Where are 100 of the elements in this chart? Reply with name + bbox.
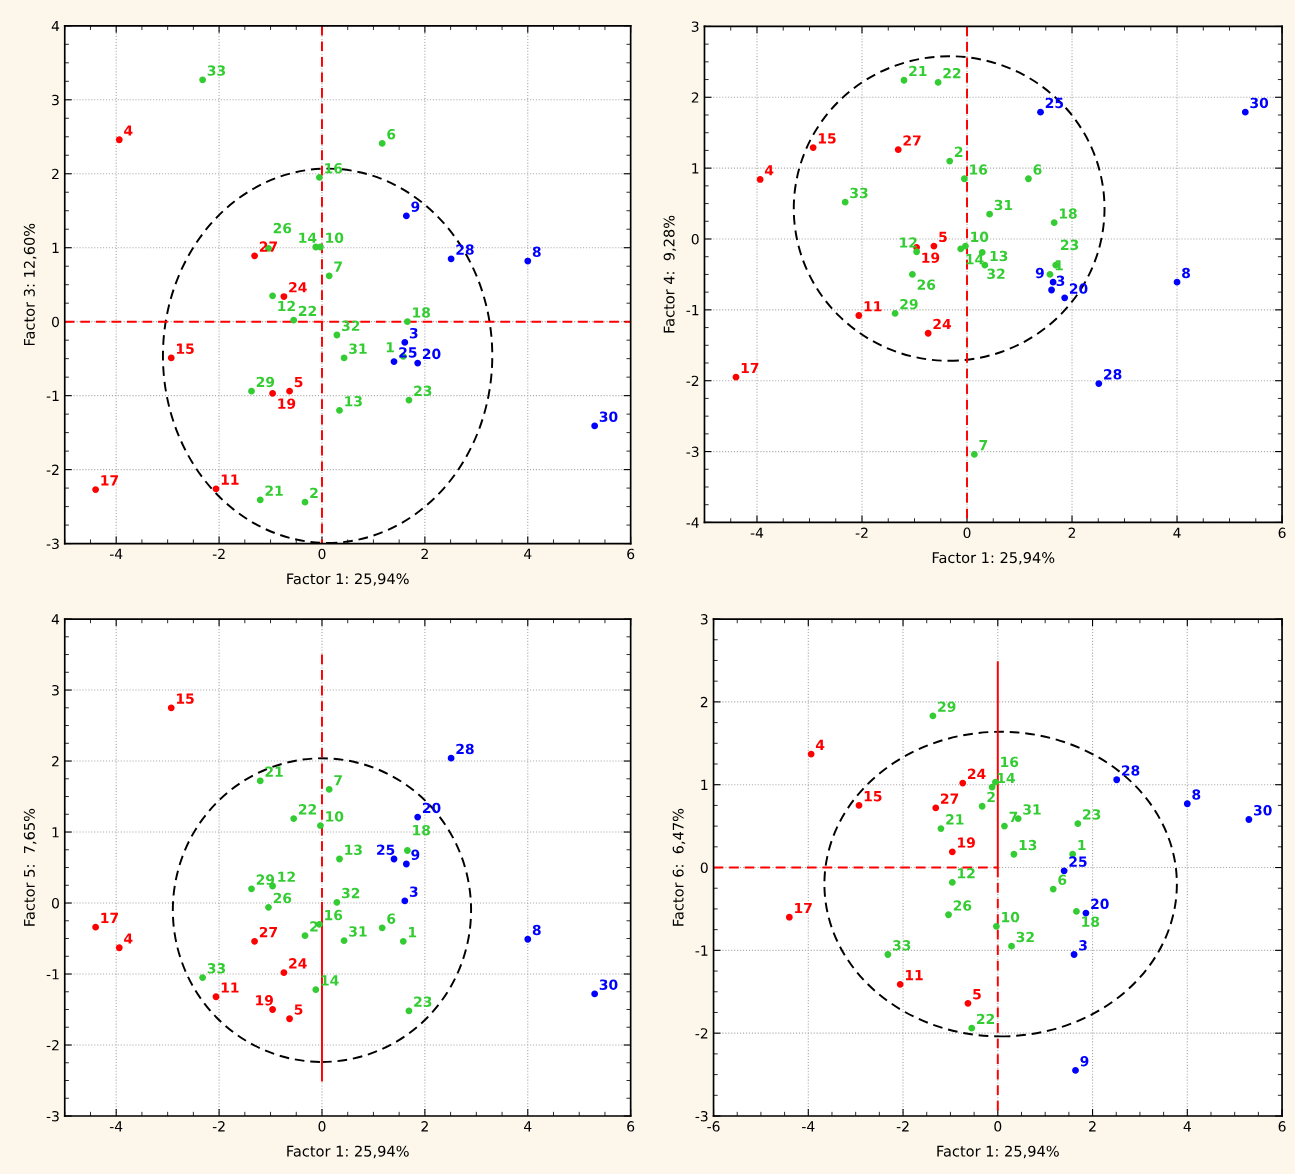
annotation: 27 (259, 926, 277, 938)
y-tick-label: 2 (700, 696, 708, 708)
annotation: 1 (409, 927, 417, 938)
y-tick-label: 1 (52, 827, 59, 838)
annotation: 5 (973, 989, 981, 1000)
annotation: 17 (741, 362, 759, 373)
annotation: 11 (864, 301, 882, 312)
annotation: 11 (905, 970, 923, 981)
annotation: 25 (377, 844, 395, 856)
x-tick-label: 2 (1068, 527, 1076, 538)
x-tick-label: 4 (524, 1121, 532, 1132)
y-axis-title: Factor 6: 6,47% (672, 808, 686, 926)
annotation: 8 (1182, 267, 1191, 279)
annotation: 21 (909, 65, 927, 77)
y-tick-label: 2 (52, 756, 59, 767)
annotation: 3 (1056, 275, 1065, 287)
x-tick-label: 2 (1089, 1121, 1096, 1132)
annotation: 7 (1009, 811, 1018, 822)
y-tick-label: -2 (46, 464, 59, 475)
y-tick-label: 3 (691, 21, 699, 32)
x-tick-label: -4 (802, 1121, 815, 1132)
annotation: 15 (864, 791, 882, 802)
annotation: 9 (411, 201, 420, 212)
annotation: 19 (958, 837, 975, 848)
y-tick-label: 0 (51, 897, 59, 909)
annotation: 10 (1002, 911, 1020, 923)
annotation: 9 (1080, 1055, 1089, 1067)
x-tick-label: 6 (1278, 527, 1286, 539)
x-tick-label: -4 (109, 548, 123, 559)
annotation: 18 (1082, 916, 1100, 927)
annotation: 24 (289, 282, 307, 293)
annotation: 23 (414, 385, 432, 397)
annotation: 29 (938, 701, 956, 712)
y-tick-label: 3 (700, 614, 708, 625)
annotation: 12 (958, 867, 975, 879)
annotation: 6 (387, 913, 396, 924)
annotation: 4 (764, 165, 774, 176)
annotation: 28 (456, 743, 474, 755)
y-tick-label: 4 (51, 614, 60, 625)
annotation: 16 (1001, 756, 1019, 768)
annotation: 30 (599, 411, 618, 422)
annotation: 28 (1104, 369, 1122, 380)
annotation: 2 (310, 921, 318, 932)
y-axis-title: Factor 4: 9,28% (663, 215, 677, 333)
x-tick-label: -4 (109, 1121, 123, 1132)
annotation: 31 (349, 343, 367, 354)
annotation: 22 (298, 305, 316, 317)
x-tick-label: 4 (524, 548, 532, 559)
x-tick-label: 2 (421, 548, 428, 559)
annotation: 13 (345, 395, 362, 407)
annotation: 6 (1058, 874, 1067, 886)
y-tick-label: -2 (695, 1028, 708, 1039)
annotation: 32 (342, 887, 360, 899)
annotation: 30 (1253, 805, 1272, 816)
annotation: 19 (922, 252, 940, 263)
annotation: 5 (294, 1004, 303, 1015)
annotation: 26 (273, 892, 292, 904)
y-tick-label: 2 (52, 168, 59, 180)
annotation: 25 (1069, 856, 1087, 867)
annotation: 12 (900, 237, 917, 248)
annotation: 32 (987, 268, 1005, 280)
annotation: 20 (422, 348, 441, 360)
annotation: 4 (124, 125, 133, 136)
annotation: 26 (917, 279, 936, 290)
annotation: 5 (939, 231, 947, 243)
x-tick-label: -2 (896, 1121, 909, 1132)
annotation: 19 (256, 995, 273, 1006)
y-tick-label: -4 (686, 517, 699, 528)
annotation: 26 (273, 222, 292, 234)
y-tick-label: 3 (52, 94, 59, 106)
y-tick-label: 0 (691, 233, 699, 245)
y-tick-label: 1 (692, 163, 699, 174)
y-tick-label: 0 (700, 862, 708, 873)
x-tick-label: 6 (627, 1121, 635, 1132)
x-tick-label: 6 (627, 548, 635, 560)
x-tick-label: 0 (318, 548, 326, 560)
annotation: 2 (954, 146, 963, 157)
y-tick-label: -1 (695, 945, 708, 956)
annotation: 22 (298, 804, 316, 815)
annotation: 32 (342, 320, 360, 332)
x-axis-title: Factor 1: 25,94% (937, 1145, 1059, 1159)
annotation: 29 (256, 874, 275, 885)
annotation: 28 (1121, 765, 1140, 776)
annotation: 22 (977, 1013, 995, 1025)
annotation: 23 (1083, 809, 1101, 820)
annotation: 4 (124, 933, 133, 944)
annotation: 23 (1061, 239, 1079, 251)
y-tick-label: -1 (46, 390, 59, 401)
annotation: 24 (968, 768, 986, 779)
annotation: 8 (1192, 789, 1201, 800)
annotation: 33 (892, 940, 911, 951)
annotation: 17 (101, 475, 119, 486)
annotation: 12 (278, 300, 295, 312)
annotation: 15 (176, 343, 194, 354)
annotation: 32 (1016, 931, 1034, 943)
annotation: 30 (599, 979, 618, 990)
annotation: 21 (265, 485, 283, 496)
annotation: 10 (971, 231, 989, 243)
annotation: 25 (399, 347, 417, 358)
y-tick-label: 4 (51, 20, 60, 32)
